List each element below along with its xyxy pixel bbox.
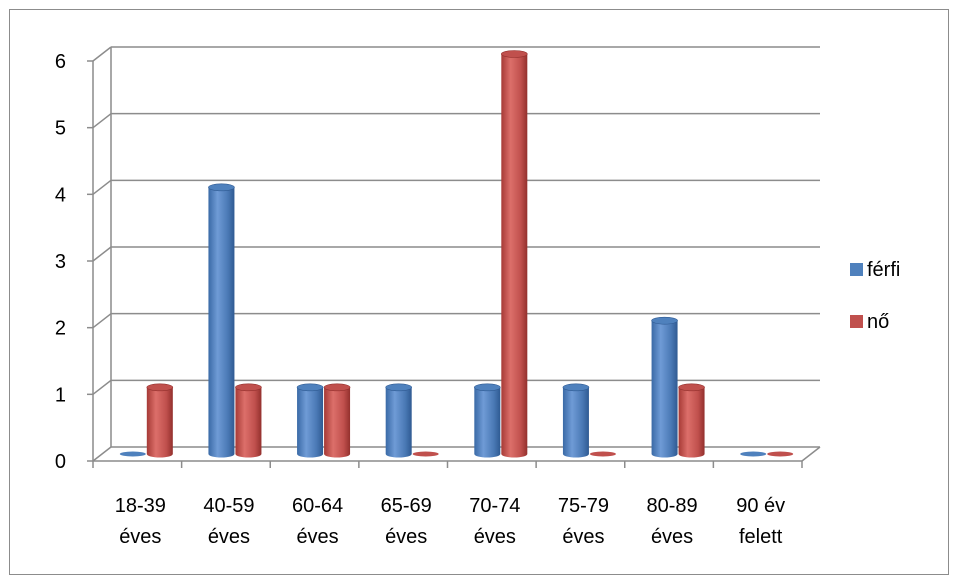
y-tick-label: 3 — [55, 251, 66, 273]
bar-body — [385, 387, 412, 458]
bar — [678, 383, 705, 458]
x-tick-label: 80-89 — [646, 495, 697, 517]
bar — [208, 183, 235, 458]
bar — [767, 451, 794, 457]
bar — [323, 383, 351, 458]
bar-zero-disk — [767, 451, 794, 457]
bar-zero-disk — [740, 451, 767, 457]
bar-zero-disk — [412, 451, 439, 457]
bar-body — [474, 387, 501, 458]
bar-zero-disk — [119, 451, 146, 457]
x-tick-label: éves — [296, 526, 338, 548]
legend-item: férfi — [850, 259, 900, 281]
bar-top — [146, 383, 174, 392]
axes — [92, 47, 821, 468]
bar — [235, 383, 262, 458]
gridline-diag — [92, 246, 112, 262]
legend-label: nő — [867, 311, 889, 333]
gridline-diag — [92, 446, 112, 462]
bar-top — [208, 183, 235, 192]
bar — [146, 383, 174, 458]
x-tick-label: éves — [385, 526, 427, 548]
bar — [296, 383, 324, 458]
gridline-diag — [92, 179, 112, 195]
y-tick-label: 2 — [55, 318, 66, 340]
bar-top — [385, 383, 412, 392]
x-tick-label: éves — [119, 526, 161, 548]
bar-top — [296, 383, 324, 392]
bar-top — [501, 50, 528, 58]
x-tick-label: éves — [651, 526, 693, 548]
bar-body — [208, 187, 235, 458]
y-tick-label: 4 — [55, 184, 66, 206]
x-tick-label: 18-39 — [115, 495, 166, 517]
bar-body — [501, 54, 528, 458]
legend-label: férfi — [867, 259, 900, 281]
x-tick-label: felett — [739, 526, 783, 548]
x-tick-label: 90 év — [736, 495, 785, 517]
bar-body — [235, 387, 262, 458]
bar-top — [474, 383, 501, 392]
bar — [562, 383, 590, 458]
bar-top — [562, 383, 590, 392]
bars — [119, 50, 794, 458]
bar — [412, 451, 439, 457]
bar — [474, 383, 501, 458]
gridlines — [87, 46, 820, 462]
bar-top — [323, 383, 351, 392]
x-tick-label: 40-59 — [203, 495, 254, 517]
x-tick-label: éves — [562, 526, 604, 548]
bar-body — [651, 320, 678, 458]
chart-frame — [9, 9, 949, 575]
y-tick-label: 0 — [55, 451, 66, 473]
bar — [589, 451, 616, 457]
y-tick-label: 5 — [55, 118, 66, 140]
bar-body — [324, 387, 351, 458]
bar — [385, 383, 412, 458]
bar-body — [562, 387, 589, 458]
bar — [119, 451, 146, 457]
gridline-diag — [92, 313, 112, 329]
y-tick-label: 1 — [55, 384, 66, 406]
bar — [740, 451, 767, 457]
y-tick-label: 6 — [55, 51, 66, 73]
gridline-diag — [92, 113, 112, 129]
y-tick-labels: 0 1 2 3 4 5 6 — [55, 51, 66, 473]
bar-top — [678, 383, 705, 392]
gridline-diag — [92, 46, 112, 62]
bar — [501, 50, 528, 458]
bar-top — [651, 316, 678, 325]
x-tick-label: 65-69 — [381, 495, 432, 517]
legend-item: nő — [850, 311, 889, 333]
bar-body — [297, 387, 324, 458]
bar-body — [678, 387, 705, 458]
x-tick-label: 70-74 — [469, 495, 520, 517]
x-tick-label: 75-79 — [558, 495, 609, 517]
bar-top — [235, 383, 262, 392]
floor-right-edge — [801, 446, 821, 462]
gridline-diag — [92, 379, 112, 395]
bar-zero-disk — [589, 451, 616, 457]
legend: férfi nő — [850, 259, 900, 333]
x-tick-label: éves — [474, 526, 516, 548]
x-tick-label: éves — [208, 526, 250, 548]
bar-body — [146, 387, 173, 458]
bar — [651, 316, 678, 458]
legend-swatch — [850, 263, 863, 276]
x-tick-labels: 18-39 éves 40-59 éves 60-64 éves 65-69 éves 70-7… — [115, 495, 785, 548]
legend-swatch — [850, 315, 863, 328]
x-tick-label: 60-64 — [292, 495, 343, 517]
